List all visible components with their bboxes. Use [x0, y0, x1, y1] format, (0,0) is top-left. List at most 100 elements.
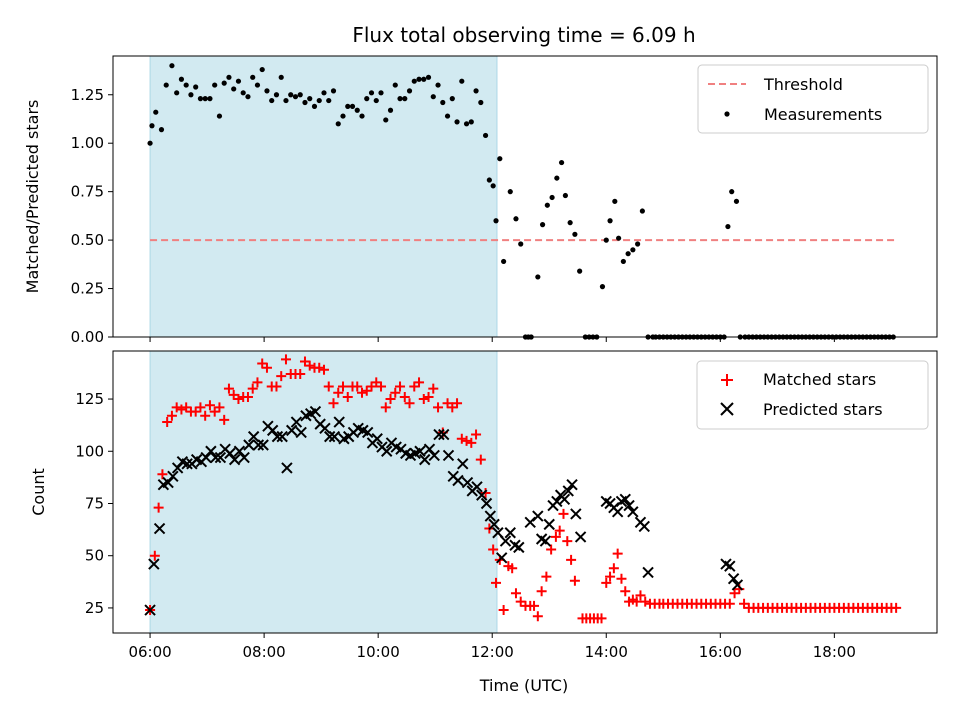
matched-star-marker: [616, 573, 627, 584]
matched-star-marker: [333, 387, 344, 398]
predicted-star-marker: [488, 518, 500, 531]
measurements-legend-swatch: [724, 111, 730, 117]
y-tick-label: 1.25: [71, 86, 104, 104]
measurement-point: [544, 202, 550, 208]
predicted-star-marker: [513, 541, 525, 554]
measurement-point: [297, 92, 303, 98]
y-tick-label: 0.00: [71, 328, 104, 346]
measurement-point: [235, 78, 242, 84]
predicted-star-marker: [623, 499, 635, 512]
predicted-star-marker: [504, 527, 516, 539]
measurement-point: [340, 113, 346, 119]
bottom-legend: Matched stars Predicted stars: [696, 360, 929, 430]
measurement-point: [639, 208, 645, 214]
predicted-star-marker: [247, 430, 260, 443]
measurement-point: [226, 74, 232, 80]
y-tick-label: 75: [85, 494, 104, 512]
predicted-legend-label: Predicted stars: [763, 400, 883, 419]
matched-star-marker: [176, 404, 187, 415]
measurement-points: [147, 63, 896, 340]
predicted-star-marker: [144, 604, 156, 616]
measurement-point: [473, 88, 479, 94]
matched-star-marker: [318, 364, 329, 375]
matched-legend-swatch: [721, 374, 733, 386]
measurement-point: [188, 92, 194, 98]
matched-star-marker: [214, 402, 225, 413]
predicted-star-marker: [214, 451, 227, 464]
predicted-star-marker: [428, 449, 440, 462]
y-tick-label: 25: [85, 599, 104, 617]
predicted-star-marker: [233, 445, 246, 457]
predicted-star-marker: [290, 416, 303, 428]
measurement-point: [245, 94, 251, 100]
matched-star-marker: [380, 402, 391, 413]
measurement-point: [625, 251, 631, 257]
matched-star-marker: [271, 381, 282, 392]
measurement-point: [174, 90, 180, 96]
predicted-star-marker: [433, 428, 445, 441]
bottom-y-ticks: 25 50 75 100 125: [75, 390, 113, 617]
predicted-star-marker: [496, 552, 508, 564]
measurement-point: [501, 258, 507, 265]
measurement-point: [216, 113, 223, 119]
measurement-point: [444, 113, 451, 119]
predicted-star-marker: [727, 572, 740, 585]
y-tick-label: 125: [75, 390, 104, 408]
measurement-point: [454, 119, 460, 125]
measurement-point: [193, 84, 199, 90]
predicted-star-marker: [209, 451, 222, 464]
measurement-point: [316, 97, 322, 104]
matched-star-marker: [314, 362, 325, 373]
measurement-point: [449, 96, 455, 102]
matched-star-marker: [558, 508, 569, 519]
measurement-point: [207, 96, 213, 102]
predicted-star-marker: [285, 424, 298, 437]
matched-star-marker: [466, 437, 477, 448]
matched-star-marker: [395, 381, 406, 392]
measurement-point: [397, 96, 403, 102]
top-shaded-region: [149, 55, 498, 338]
matched-star-marker: [608, 563, 619, 574]
x-axis-label: Time (UTC): [479, 676, 568, 695]
threshold-legend-label: Threshold: [763, 75, 843, 94]
matched-star-marker: [252, 377, 263, 388]
predicted-star-marker: [452, 474, 464, 487]
top-panel: 0.00 0.25 0.50 0.75 1.00 1.25 Matched/Predict…: [23, 55, 938, 346]
matched-star-marker: [204, 400, 215, 411]
y-tick-label: 0.50: [71, 231, 104, 249]
measurement-point: [149, 123, 155, 129]
measurement-point: [345, 103, 351, 109]
predicted-star-marker: [228, 453, 241, 466]
measurement-point: [349, 103, 356, 109]
matched-star-marker: [546, 544, 557, 555]
top-y-axis-label: Matched/Predicted stars: [23, 100, 42, 294]
measurement-point: [326, 97, 332, 104]
predicted-star-marker: [381, 445, 393, 457]
matched-star-marker: [423, 391, 434, 402]
x-tick-label: 14:00: [585, 643, 628, 661]
measurement-point: [240, 90, 246, 96]
predicted-star-marker: [642, 566, 654, 579]
measurement-point: [425, 74, 432, 80]
predicted-star-marker: [362, 426, 374, 439]
measurement-point: [616, 235, 622, 241]
predicted-star-marker: [205, 445, 217, 457]
measurement-point: [392, 82, 398, 88]
measurement-point: [311, 103, 318, 109]
measurement-point: [558, 159, 565, 166]
measurement-point: [402, 96, 408, 102]
measurement-point: [535, 274, 541, 280]
matched-star-marker: [461, 435, 472, 446]
measurement-point: [493, 218, 499, 224]
measurement-point: [383, 117, 389, 123]
x-tick-label: 18:00: [813, 643, 856, 661]
x-tick-label: 06:00: [128, 643, 171, 661]
bottom-y-axis-label: Count: [29, 468, 48, 516]
measurement-point: [158, 127, 165, 133]
measurement-point: [490, 183, 496, 189]
matched-star-marker: [498, 605, 509, 616]
x-tick-label: 08:00: [242, 643, 285, 661]
matched-star-marker: [261, 362, 272, 373]
top-y-ticks: 0.00 0.25 0.50 0.75 1.00 1.25: [71, 86, 113, 346]
matched-star-marker: [562, 536, 573, 547]
